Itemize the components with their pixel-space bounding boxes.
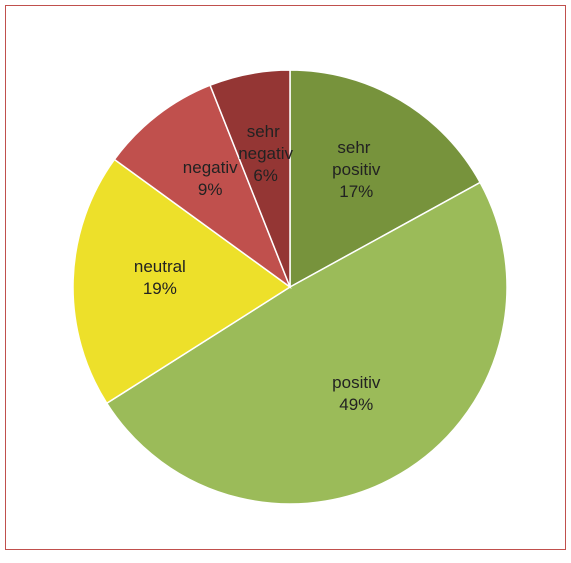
pie-slice: [105, 181, 508, 505]
slice-label: positiv: [332, 373, 381, 392]
slice-label: neutral: [134, 257, 186, 276]
slice-value-label: 6%: [253, 166, 278, 185]
pie-slice: [209, 69, 291, 288]
pie-slice: [113, 84, 292, 290]
slice-value-label: 49%: [339, 395, 373, 414]
pie-slice: [72, 158, 292, 405]
slice-label: sehr positiv: [332, 138, 381, 179]
slice-value-label: 19%: [143, 279, 177, 298]
slice-value-label: 9%: [198, 180, 223, 199]
slice-value-label: 17%: [339, 182, 373, 201]
pie-slice: [289, 69, 482, 289]
slice-label: negativ: [183, 158, 238, 177]
slice-label: sehr negativ: [238, 122, 293, 163]
